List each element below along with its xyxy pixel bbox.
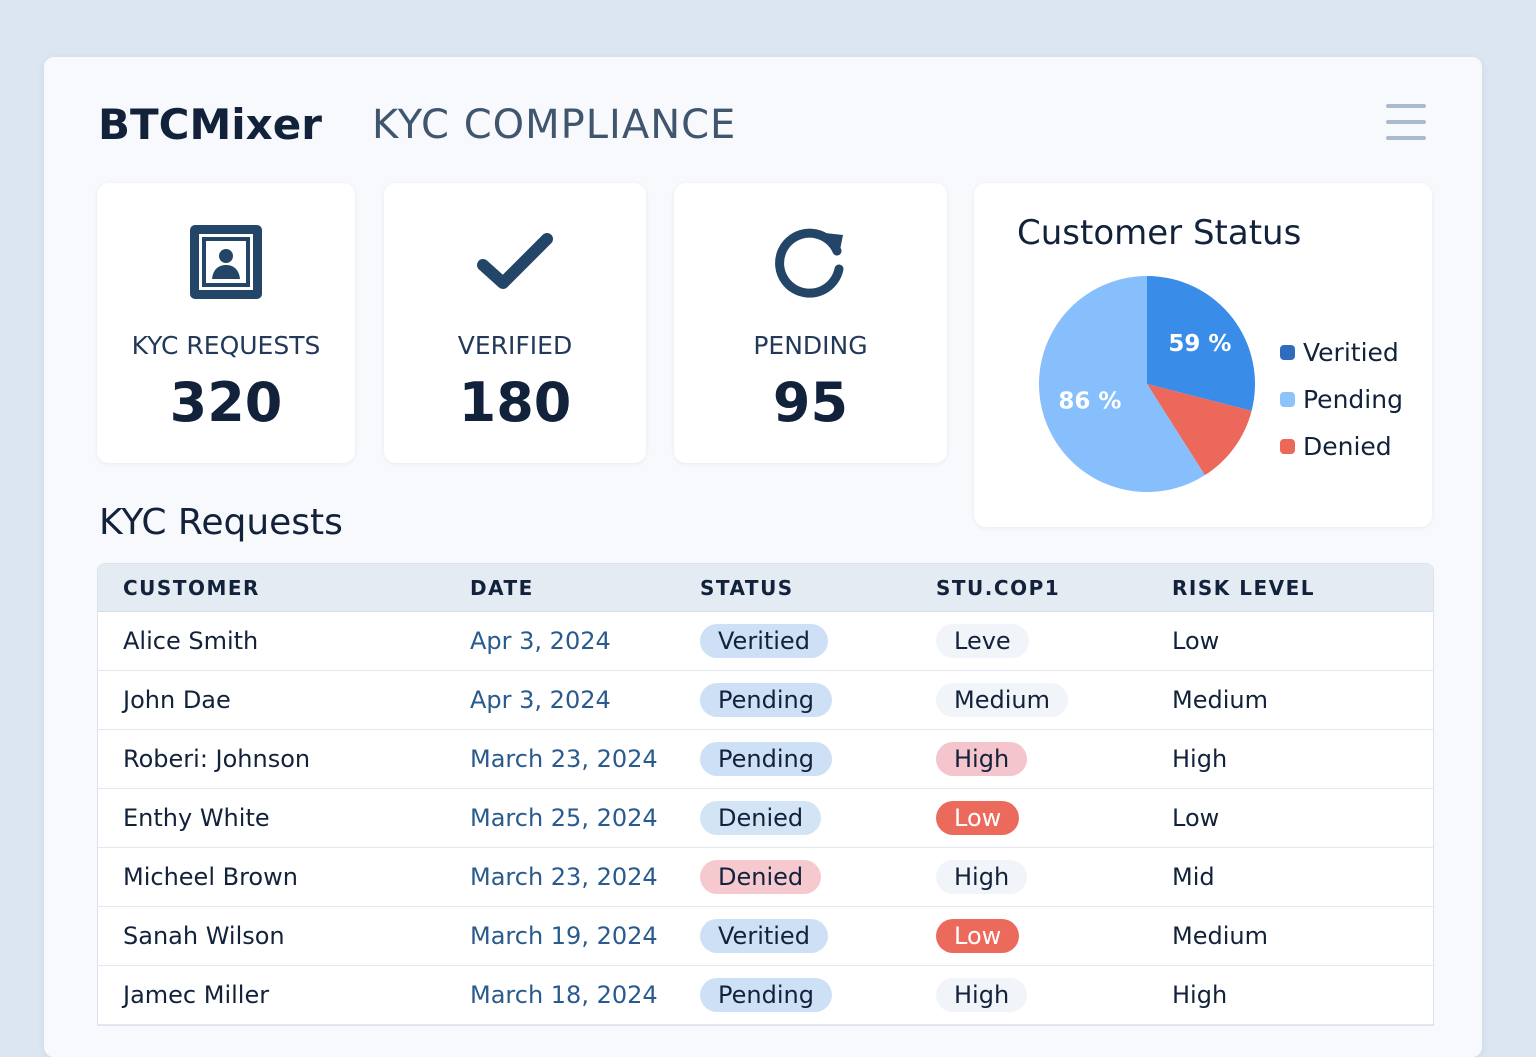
brand-logo: BTCMixer (98, 100, 322, 149)
pie-slice-veritied (1147, 276, 1255, 411)
status-badge: Denied (700, 860, 822, 894)
column-header[interactable]: CUSTOMER (123, 575, 260, 600)
id-card-icon (190, 225, 262, 299)
stat-value: 95 (772, 371, 849, 434)
chart-title: Customer Status (1017, 213, 1302, 253)
legend-swatch (1280, 392, 1295, 407)
risk-level: High (1172, 981, 1228, 1009)
legend-swatch (1280, 439, 1295, 454)
legend-item: Denied (1280, 423, 1403, 470)
legend-item: Pending (1280, 376, 1403, 423)
table-row[interactable]: Micheel Brown March 23, 2024 Denied High… (98, 848, 1433, 907)
level-badge: Low (936, 801, 1020, 835)
table-header: CUSTOMER DATE STATUS STU.COP1 RISK LEVEL (98, 564, 1433, 612)
chart-legend: Veritied Pending Denied (1280, 329, 1403, 470)
level-badge: High (936, 978, 1028, 1012)
request-date: March 23, 2024 (470, 745, 658, 773)
risk-level: Low (1172, 804, 1220, 832)
stat-label: PENDING (753, 331, 868, 360)
stat-card-kyc-requests: KYC REQUESTS 320 (97, 183, 355, 463)
column-header[interactable]: STU.COP1 (936, 575, 1061, 600)
request-date: March 19, 2024 (470, 922, 658, 950)
pie-chart: 59 % 86 % (1039, 276, 1255, 492)
column-header[interactable]: RISK LEVEL (1172, 575, 1315, 600)
stat-label: VERIFIED (457, 331, 573, 360)
table-title: KYC Requests (99, 502, 343, 543)
legend-item: Veritied (1280, 329, 1403, 376)
level-badge: Low (936, 919, 1020, 953)
customer-name: Micheel Brown (123, 863, 298, 891)
table-row[interactable]: Sanah Wilson March 19, 2024 Veritied Low… (98, 907, 1433, 966)
request-date: Apr 3, 2024 (470, 627, 611, 655)
status-badge: Veritied (700, 919, 828, 953)
status-badge: Pending (700, 978, 832, 1012)
page-title: KYC COMPLIANCE (372, 102, 737, 148)
customer-name: Enthy White (123, 804, 270, 832)
table-row[interactable]: Enthy White March 25, 2024 Denied Low Lo… (98, 789, 1433, 848)
risk-level: Mid (1172, 863, 1215, 891)
request-date: Apr 3, 2024 (470, 686, 611, 714)
table-row[interactable]: Roberi: Johnson March 23, 2024 Pending H… (98, 730, 1433, 789)
column-header[interactable]: DATE (470, 575, 534, 600)
request-date: March 25, 2024 (470, 804, 658, 832)
customer-name: John Dae (123, 686, 231, 714)
request-date: March 23, 2024 (470, 863, 658, 891)
pie-slice-label: 59 % (1168, 331, 1231, 357)
customer-name: Sanah Wilson (123, 922, 285, 950)
status-badge: Denied (700, 801, 822, 835)
refresh-icon (774, 228, 843, 298)
pie-slice-denied (1147, 384, 1252, 476)
stat-label: KYC REQUESTS (131, 331, 321, 360)
checkmark-icon (477, 233, 553, 289)
customer-name: Roberi: Johnson (123, 745, 311, 773)
risk-level: Low (1172, 627, 1220, 655)
status-badge: Veritied (700, 624, 828, 658)
customer-status-card: Customer Status 59 % 86 % Veritied Pendin… (974, 183, 1432, 527)
customer-name: Jamec Miller (123, 981, 270, 1009)
stat-value: 320 (169, 371, 283, 434)
stat-card-pending: PENDING 95 (674, 183, 947, 463)
status-badge: Pending (700, 742, 832, 776)
pie-slice-pending (1039, 276, 1205, 492)
risk-level: Medium (1172, 922, 1268, 950)
kyc-requests-table: CUSTOMER DATE STATUS STU.COP1 RISK LEVEL… (97, 563, 1434, 1026)
table-row[interactable]: Alice Smith Apr 3, 2024 Veritied Leve Lo… (98, 612, 1433, 671)
column-header[interactable]: STATUS (700, 575, 794, 600)
customer-name: Alice Smith (123, 627, 259, 655)
hamburger-menu-icon[interactable] (1386, 104, 1426, 140)
status-badge: Pending (700, 683, 832, 717)
risk-level: High (1172, 745, 1228, 773)
level-badge: High (936, 742, 1028, 776)
request-date: March 18, 2024 (470, 981, 658, 1009)
level-badge: Medium (936, 683, 1068, 717)
legend-swatch (1280, 345, 1295, 360)
table-row[interactable]: John Dae Apr 3, 2024 Pending Medium Medi… (98, 671, 1433, 730)
stat-value: 180 (458, 371, 572, 434)
level-badge: High (936, 860, 1028, 894)
table-row[interactable]: Jamec Miller March 18, 2024 Pending High… (98, 966, 1433, 1025)
risk-level: Medium (1172, 686, 1268, 714)
pie-slice-label: 86 % (1058, 389, 1121, 415)
level-badge: Leve (936, 624, 1029, 658)
stat-card-verified: VERIFIED 180 (384, 183, 646, 463)
